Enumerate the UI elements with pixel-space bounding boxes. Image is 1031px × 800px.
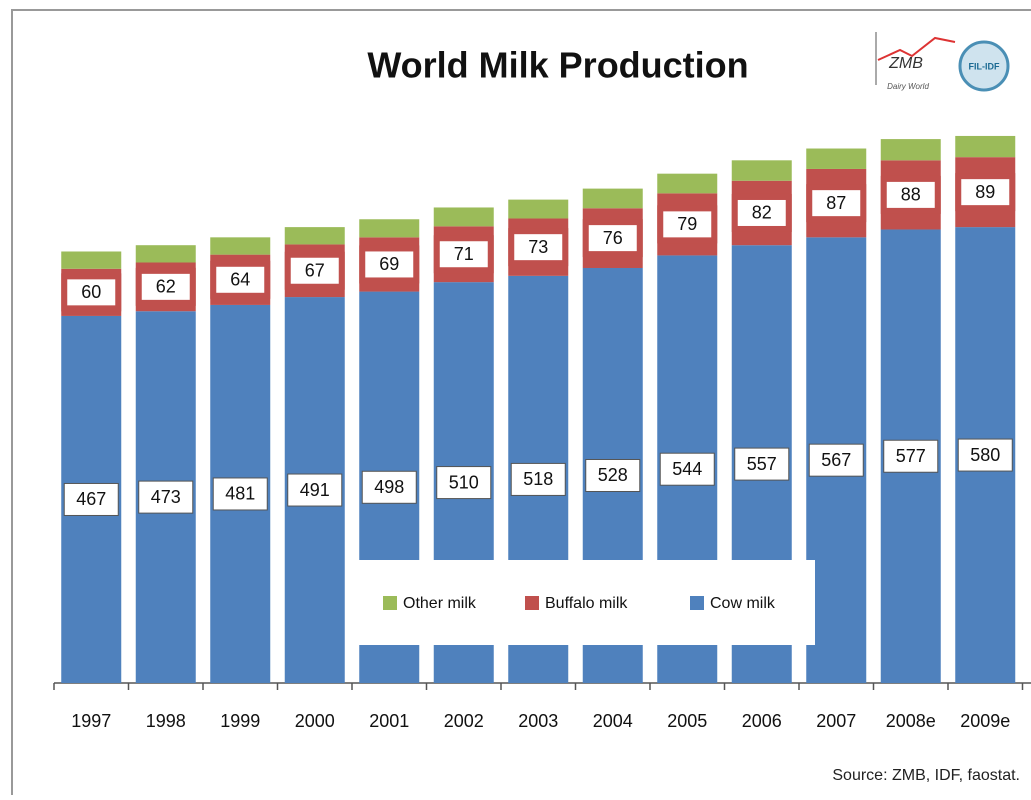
data-label-box — [582, 219, 643, 258]
data-label-box — [284, 251, 345, 290]
x-tick-label: 2000 — [295, 711, 335, 731]
data-label-box — [880, 175, 941, 214]
data-label-box — [61, 273, 122, 312]
data-label: 528 — [598, 465, 628, 485]
logo-circle — [958, 40, 1010, 92]
data-label-box — [808, 443, 864, 477]
x-tick-label: 2001 — [369, 711, 409, 731]
data-label: 498 — [374, 477, 404, 497]
data-label: 79 — [677, 214, 697, 234]
data-label-box — [657, 205, 718, 244]
legend-label: Cow milk — [710, 595, 776, 612]
data-label: 71 — [454, 244, 474, 264]
bar-segment — [880, 139, 941, 161]
data-label: 60 — [81, 282, 101, 302]
data-label: 577 — [896, 446, 926, 466]
x-tick-label: 2009e — [960, 711, 1010, 731]
x-tick-label: 1998 — [146, 711, 186, 731]
data-label-box — [508, 228, 569, 267]
data-label: 491 — [300, 480, 330, 500]
x-tick-label: 2005 — [667, 711, 707, 731]
bar-segment — [359, 219, 420, 238]
data-label-box — [734, 447, 790, 481]
bar-segment — [210, 237, 271, 255]
chart-title: World Milk Production — [367, 45, 748, 86]
data-label-box — [287, 473, 343, 507]
data-label: 82 — [752, 203, 772, 223]
data-label: 567 — [821, 450, 851, 470]
x-tick-label: 2002 — [444, 711, 484, 731]
bar-segment — [731, 160, 792, 181]
data-label-box — [510, 462, 566, 496]
legend-swatch — [690, 596, 704, 610]
data-label: 88 — [901, 185, 921, 205]
x-tick-label: 2006 — [742, 711, 782, 731]
logo-subtext: Dairy World — [887, 82, 929, 91]
bar-segment — [955, 135, 1016, 158]
x-tick-label: 2007 — [816, 711, 856, 731]
data-label-box — [359, 245, 420, 284]
data-label-box — [957, 438, 1013, 472]
data-label-box — [212, 477, 268, 511]
data-label: 69 — [379, 254, 399, 274]
legend-box — [345, 560, 815, 645]
bar-segment — [61, 251, 122, 269]
data-label-box — [135, 267, 196, 306]
data-label: 67 — [305, 260, 325, 280]
x-tick-label: 2004 — [593, 711, 633, 731]
data-label-box — [883, 439, 939, 473]
legend-swatch — [383, 596, 397, 610]
data-label: 62 — [156, 277, 176, 297]
frame — [11, 9, 1031, 795]
x-tick-label: 1997 — [71, 711, 111, 731]
source: Source: ZMB, IDF, faostat. — [832, 767, 1020, 784]
data-label: 473 — [151, 487, 181, 507]
logo-line — [877, 36, 956, 61]
data-label-box — [955, 173, 1016, 212]
bar-segment — [582, 188, 643, 209]
data-label-box — [731, 193, 792, 232]
bar-segment — [657, 173, 718, 194]
data-label-box — [63, 482, 119, 516]
bar-segment — [508, 199, 569, 219]
data-label: 73 — [528, 237, 548, 257]
logo-zmb: ZMB Dairy World — [875, 32, 956, 91]
data-label: 481 — [225, 484, 255, 504]
bar-segment — [284, 227, 345, 245]
data-label: 467 — [76, 489, 106, 509]
bar-segment — [433, 207, 494, 227]
x-tick-label: 1999 — [220, 711, 260, 731]
data-label-box — [433, 235, 494, 274]
data-label: 87 — [826, 193, 846, 213]
data-label-box — [138, 480, 194, 514]
data-label-box — [585, 458, 641, 492]
logo-text: FIL-IDF — [969, 61, 1000, 71]
data-label-box — [806, 184, 867, 223]
data-label: 557 — [747, 454, 777, 474]
legend-swatch — [525, 596, 539, 610]
data-label: 510 — [449, 472, 479, 492]
x-tick-label: 2008e — [886, 711, 936, 731]
logo-idf: FIL-IDF — [958, 40, 1010, 92]
x-tick-label: 2003 — [518, 711, 558, 731]
data-label: 544 — [672, 459, 702, 479]
legend-label: Buffalo milk — [545, 595, 628, 612]
data-label: 518 — [523, 469, 553, 489]
data-label-box — [361, 470, 417, 504]
bar-segment — [806, 148, 867, 169]
data-label: 76 — [603, 228, 623, 248]
legend-label: Other milk — [403, 595, 477, 612]
data-label-box — [659, 452, 715, 486]
data-label: 64 — [230, 270, 250, 290]
data-label: 580 — [970, 445, 1000, 465]
data-label-box — [436, 466, 492, 500]
data-label: 89 — [975, 182, 995, 202]
data-label-box — [210, 260, 271, 299]
bar-segment — [135, 245, 196, 263]
logo-text: ZMB — [888, 55, 923, 72]
